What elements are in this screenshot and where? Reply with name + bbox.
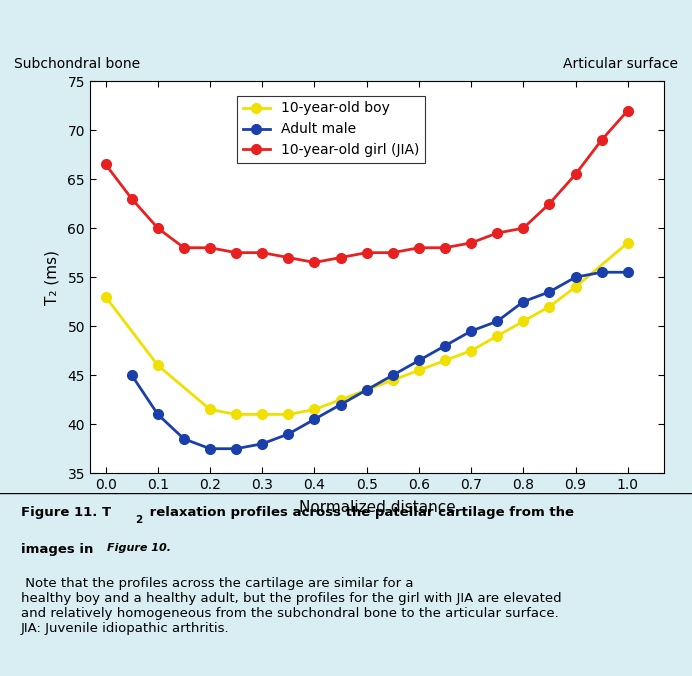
10-year-old boy <box>154 361 162 369</box>
10-year-old girl (JIA) <box>284 254 293 262</box>
Adult male <box>389 371 397 379</box>
10-year-old girl (JIA) <box>127 195 136 203</box>
Adult male <box>467 327 475 335</box>
10-year-old girl (JIA) <box>545 199 554 208</box>
10-year-old boy <box>519 317 527 325</box>
Line: 10-year-old boy: 10-year-old boy <box>101 238 632 419</box>
Text: Note that the profiles across the cartilage are similar for a
healthy boy and a : Note that the profiles across the cartil… <box>21 577 561 635</box>
10-year-old girl (JIA) <box>441 244 449 252</box>
10-year-old girl (JIA) <box>519 224 527 233</box>
10-year-old girl (JIA) <box>597 136 606 144</box>
10-year-old girl (JIA) <box>102 160 110 168</box>
Adult male <box>206 445 215 453</box>
10-year-old boy <box>310 406 318 414</box>
10-year-old girl (JIA) <box>572 170 580 178</box>
10-year-old girl (JIA) <box>336 254 345 262</box>
10-year-old boy <box>572 283 580 291</box>
10-year-old boy <box>493 332 502 340</box>
10-year-old boy <box>258 410 266 418</box>
10-year-old boy <box>389 376 397 384</box>
10-year-old boy <box>415 366 423 375</box>
Adult male <box>572 273 580 281</box>
Y-axis label: T₂ (ms): T₂ (ms) <box>44 249 59 305</box>
Adult male <box>180 435 188 443</box>
Text: images in: images in <box>21 543 98 556</box>
X-axis label: Normalized distance: Normalized distance <box>299 500 455 515</box>
Text: Figure 11. T: Figure 11. T <box>21 506 111 519</box>
Adult male <box>441 342 449 350</box>
10-year-old boy <box>232 410 240 418</box>
Adult male <box>363 386 371 394</box>
Line: 10-year-old girl (JIA): 10-year-old girl (JIA) <box>101 105 632 267</box>
Adult male <box>336 400 345 408</box>
Adult male <box>232 445 240 453</box>
10-year-old girl (JIA) <box>232 249 240 257</box>
10-year-old girl (JIA) <box>493 229 502 237</box>
Adult male <box>623 268 632 276</box>
10-year-old boy <box>441 356 449 364</box>
Adult male <box>597 268 606 276</box>
10-year-old girl (JIA) <box>258 249 266 257</box>
Adult male <box>310 415 318 423</box>
Text: Articular surface: Articular surface <box>563 57 678 72</box>
Adult male <box>519 297 527 306</box>
Legend: 10-year-old boy, Adult male, 10-year-old girl (JIA): 10-year-old boy, Adult male, 10-year-old… <box>237 96 426 163</box>
10-year-old boy <box>467 347 475 355</box>
Text: 2: 2 <box>135 515 142 525</box>
Line: Adult male: Adult male <box>127 268 632 454</box>
10-year-old girl (JIA) <box>389 249 397 257</box>
Text: Figure 10.: Figure 10. <box>107 543 171 553</box>
10-year-old boy <box>102 293 110 301</box>
Adult male <box>415 356 423 364</box>
Adult male <box>493 317 502 325</box>
10-year-old girl (JIA) <box>415 244 423 252</box>
10-year-old girl (JIA) <box>467 239 475 247</box>
Adult male <box>154 410 162 418</box>
10-year-old girl (JIA) <box>363 249 371 257</box>
10-year-old girl (JIA) <box>623 107 632 115</box>
10-year-old boy <box>336 395 345 404</box>
10-year-old boy <box>623 239 632 247</box>
Adult male <box>258 439 266 448</box>
10-year-old boy <box>284 410 293 418</box>
10-year-old boy <box>545 303 554 311</box>
Adult male <box>284 430 293 438</box>
10-year-old girl (JIA) <box>180 244 188 252</box>
10-year-old boy <box>206 406 215 414</box>
10-year-old girl (JIA) <box>154 224 162 233</box>
10-year-old boy <box>363 386 371 394</box>
Adult male <box>545 288 554 296</box>
Text: Subchondral bone: Subchondral bone <box>14 57 140 72</box>
10-year-old girl (JIA) <box>206 244 215 252</box>
Text: relaxation profiles across the patellar cartilage from the: relaxation profiles across the patellar … <box>145 506 574 519</box>
Adult male <box>127 371 136 379</box>
10-year-old girl (JIA) <box>310 258 318 266</box>
